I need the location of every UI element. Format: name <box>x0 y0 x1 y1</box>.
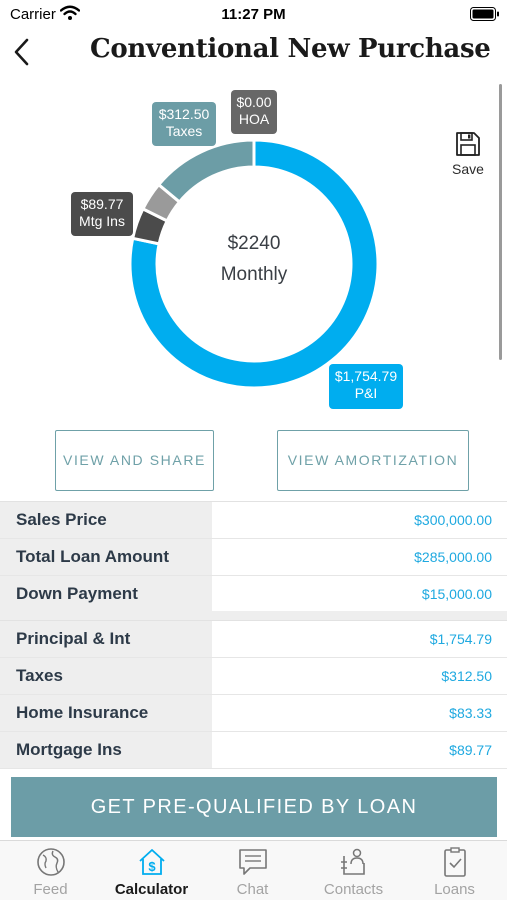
monthly-payment-table: Principal & Int $1,754.79 Taxes $312.50 … <box>0 620 507 769</box>
table-row: Home Insurance $83.33 <box>0 695 507 732</box>
donut-slice-taxes[interactable] <box>156 138 256 205</box>
chat-bubble-icon <box>238 849 267 875</box>
sales-price-value[interactable]: $300,000.00 <box>414 512 492 528</box>
section-divider <box>0 611 507 620</box>
taxes-label: Taxes <box>0 658 212 694</box>
pi-callout-value: $1,754.79 <box>334 368 398 384</box>
tab-loans[interactable]: Loans <box>404 841 505 900</box>
hoa-callout-value: $0.00 <box>236 94 272 110</box>
table-row: Total Loan Amount $285,000.00 <box>0 539 507 576</box>
down-payment-value[interactable]: $15,000.00 <box>421 586 492 602</box>
nav-bar: Conventional New Purchase <box>0 28 507 76</box>
pi-callout-label: P&I <box>354 385 378 401</box>
loan-details-table: Sales Price $300,000.00 Total Loan Amoun… <box>0 501 507 613</box>
tab-feed[interactable]: Feed <box>0 841 101 900</box>
chevron-left-icon <box>14 38 29 66</box>
hoa-callout: $0.00 HOA <box>231 90 277 134</box>
center-label: Monthly <box>220 264 288 285</box>
sales-price-label: Sales Price <box>0 502 212 538</box>
table-row: Down Payment $15,000.00 <box>0 576 507 613</box>
tab-calculator[interactable]: $ Calculator <box>101 841 202 900</box>
tab-loans-label: Loans <box>434 881 475 898</box>
battery-icon <box>470 7 499 21</box>
taxes-callout: $312.50 Taxes <box>152 102 216 146</box>
tab-bar: Feed $ Calculator Chat Contacts <box>0 840 507 900</box>
table-row: Mortgage Ins $89.77 <box>0 732 507 769</box>
total-loan-amount-label: Total Loan Amount <box>0 539 212 575</box>
view-amortization-button[interactable]: VIEW AMORTIZATION <box>277 430 469 491</box>
tab-chat[interactable]: Chat <box>202 841 303 900</box>
center-amount: $2240 <box>227 233 281 254</box>
wifi-icon <box>60 5 80 20</box>
save-button[interactable]: Save <box>448 131 488 183</box>
carrier-label: Carrier <box>10 6 56 23</box>
page-title: Conventional New Purchase <box>90 34 491 64</box>
view-and-share-button[interactable]: VIEW AND SHARE <box>55 430 214 491</box>
mtg-ins-callout-label: Mtg Ins <box>79 213 125 229</box>
scroll-indicator[interactable] <box>499 84 502 360</box>
globe-icon <box>36 848 65 876</box>
pi-callout: $1,754.79 P&I <box>329 364 403 409</box>
tab-contacts[interactable]: Contacts <box>303 841 404 900</box>
total-loan-amount-value[interactable]: $285,000.00 <box>414 549 492 565</box>
back-button[interactable] <box>10 34 36 70</box>
tab-calculator-label: Calculator <box>114 881 189 898</box>
table-row: Sales Price $300,000.00 <box>0 502 507 539</box>
hoa-callout-label: HOA <box>238 111 270 127</box>
down-payment-label: Down Payment <box>0 576 212 612</box>
status-bar: Carrier 11:27 PM <box>0 0 507 28</box>
document-check-icon <box>443 847 466 877</box>
tab-contacts-label: Contacts <box>323 881 384 898</box>
taxes-callout-value: $312.50 <box>158 106 210 122</box>
status-time: 11:27 PM <box>221 6 286 23</box>
donut-slice-p-i[interactable] <box>128 138 380 390</box>
get-pre-qualified-button[interactable]: GET PRE-QUALIFIED BY LOAN <box>11 777 497 837</box>
home-insurance-label: Home Insurance <box>0 695 212 731</box>
save-label: Save <box>452 161 484 177</box>
table-row: Principal & Int $1,754.79 <box>0 621 507 658</box>
contact-card-icon <box>340 848 365 875</box>
principal-int-value[interactable]: $1,754.79 <box>429 631 492 647</box>
mtg-ins-callout: $89.77 Mtg Ins <box>71 192 133 236</box>
payment-donut-chart: $2240 Monthly $312.50 Taxes $0.00 HOA $8… <box>0 80 507 420</box>
table-row: Taxes $312.50 <box>0 658 507 695</box>
taxes-value[interactable]: $312.50 <box>441 668 492 684</box>
mortgage-ins-value[interactable]: $89.77 <box>449 742 492 758</box>
house-dollar-icon: $ <box>138 849 165 875</box>
donut-svg <box>128 138 380 390</box>
home-insurance-value[interactable]: $83.33 <box>449 705 492 721</box>
svg-text:$: $ <box>148 859 156 874</box>
taxes-callout-label: Taxes <box>165 123 203 139</box>
tab-chat-label: Chat <box>236 881 269 898</box>
mtg-ins-callout-value: $89.77 <box>80 196 124 212</box>
tab-feed-label: Feed <box>33 881 68 898</box>
principal-int-label: Principal & Int <box>0 621 212 657</box>
floppy-disk-icon <box>456 132 480 156</box>
mortgage-ins-label: Mortgage Ins <box>0 732 212 768</box>
